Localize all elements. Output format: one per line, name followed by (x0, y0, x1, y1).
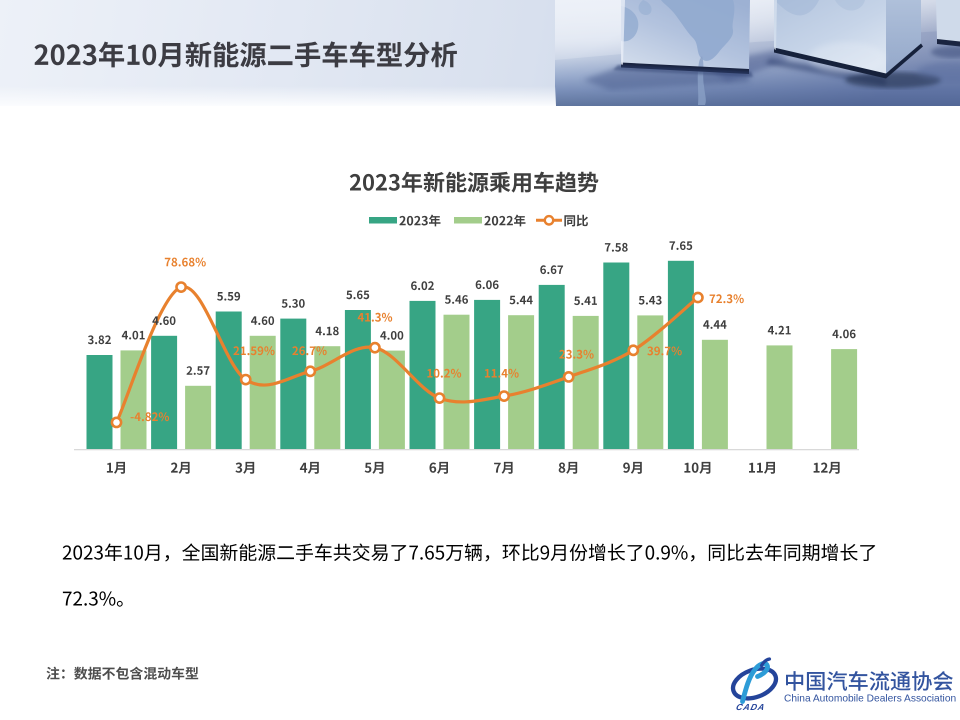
svg-text:China Automobile Dealers Assoc: China Automobile Dealers Association (784, 694, 956, 705)
svg-text:CADA: CADA (735, 702, 766, 712)
